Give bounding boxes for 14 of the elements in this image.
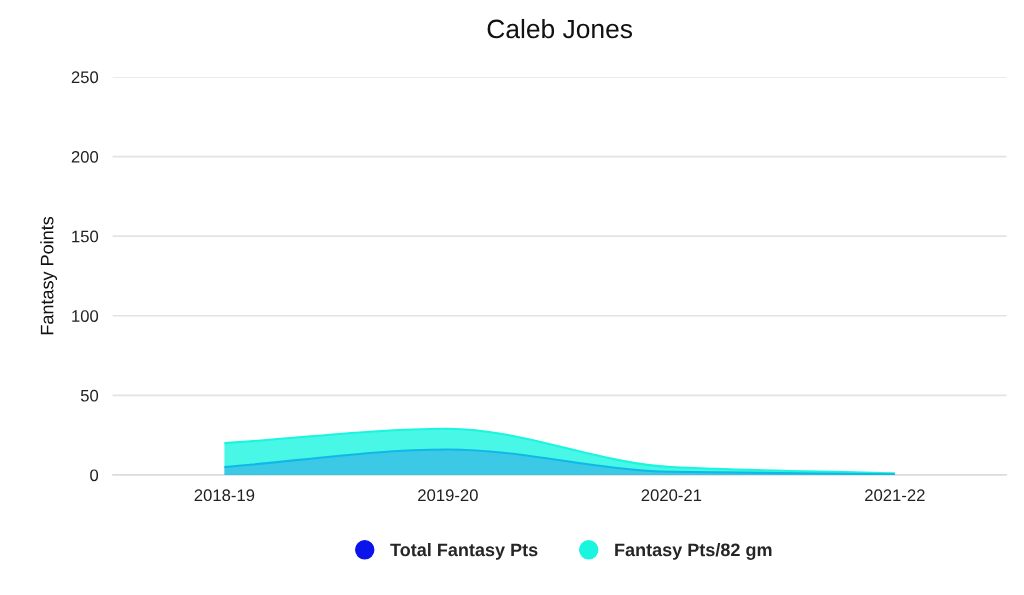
x-tick-label: 2018-19 <box>194 489 255 502</box>
y-tick-label: 250 <box>71 71 99 84</box>
y-axis-title: Fantasy Points <box>40 216 58 335</box>
x-tick-label: 2021-22 <box>865 489 925 502</box>
x-tick-label: 2019-20 <box>418 489 478 502</box>
y-tick-label: 200 <box>71 150 99 163</box>
y-tick-label: 50 <box>80 389 99 402</box>
x-tick-label: 2020-21 <box>641 489 702 502</box>
chart-title: Caleb Jones <box>487 18 633 39</box>
legend-label: Total Fantasy Pts <box>390 542 538 560</box>
y-tick-label: 100 <box>72 310 99 322</box>
y-tick-label: 150 <box>72 230 99 243</box>
legend-label: Fantasy Pts/82 gm <box>615 542 772 560</box>
y-tick-label: 0 <box>90 469 99 482</box>
